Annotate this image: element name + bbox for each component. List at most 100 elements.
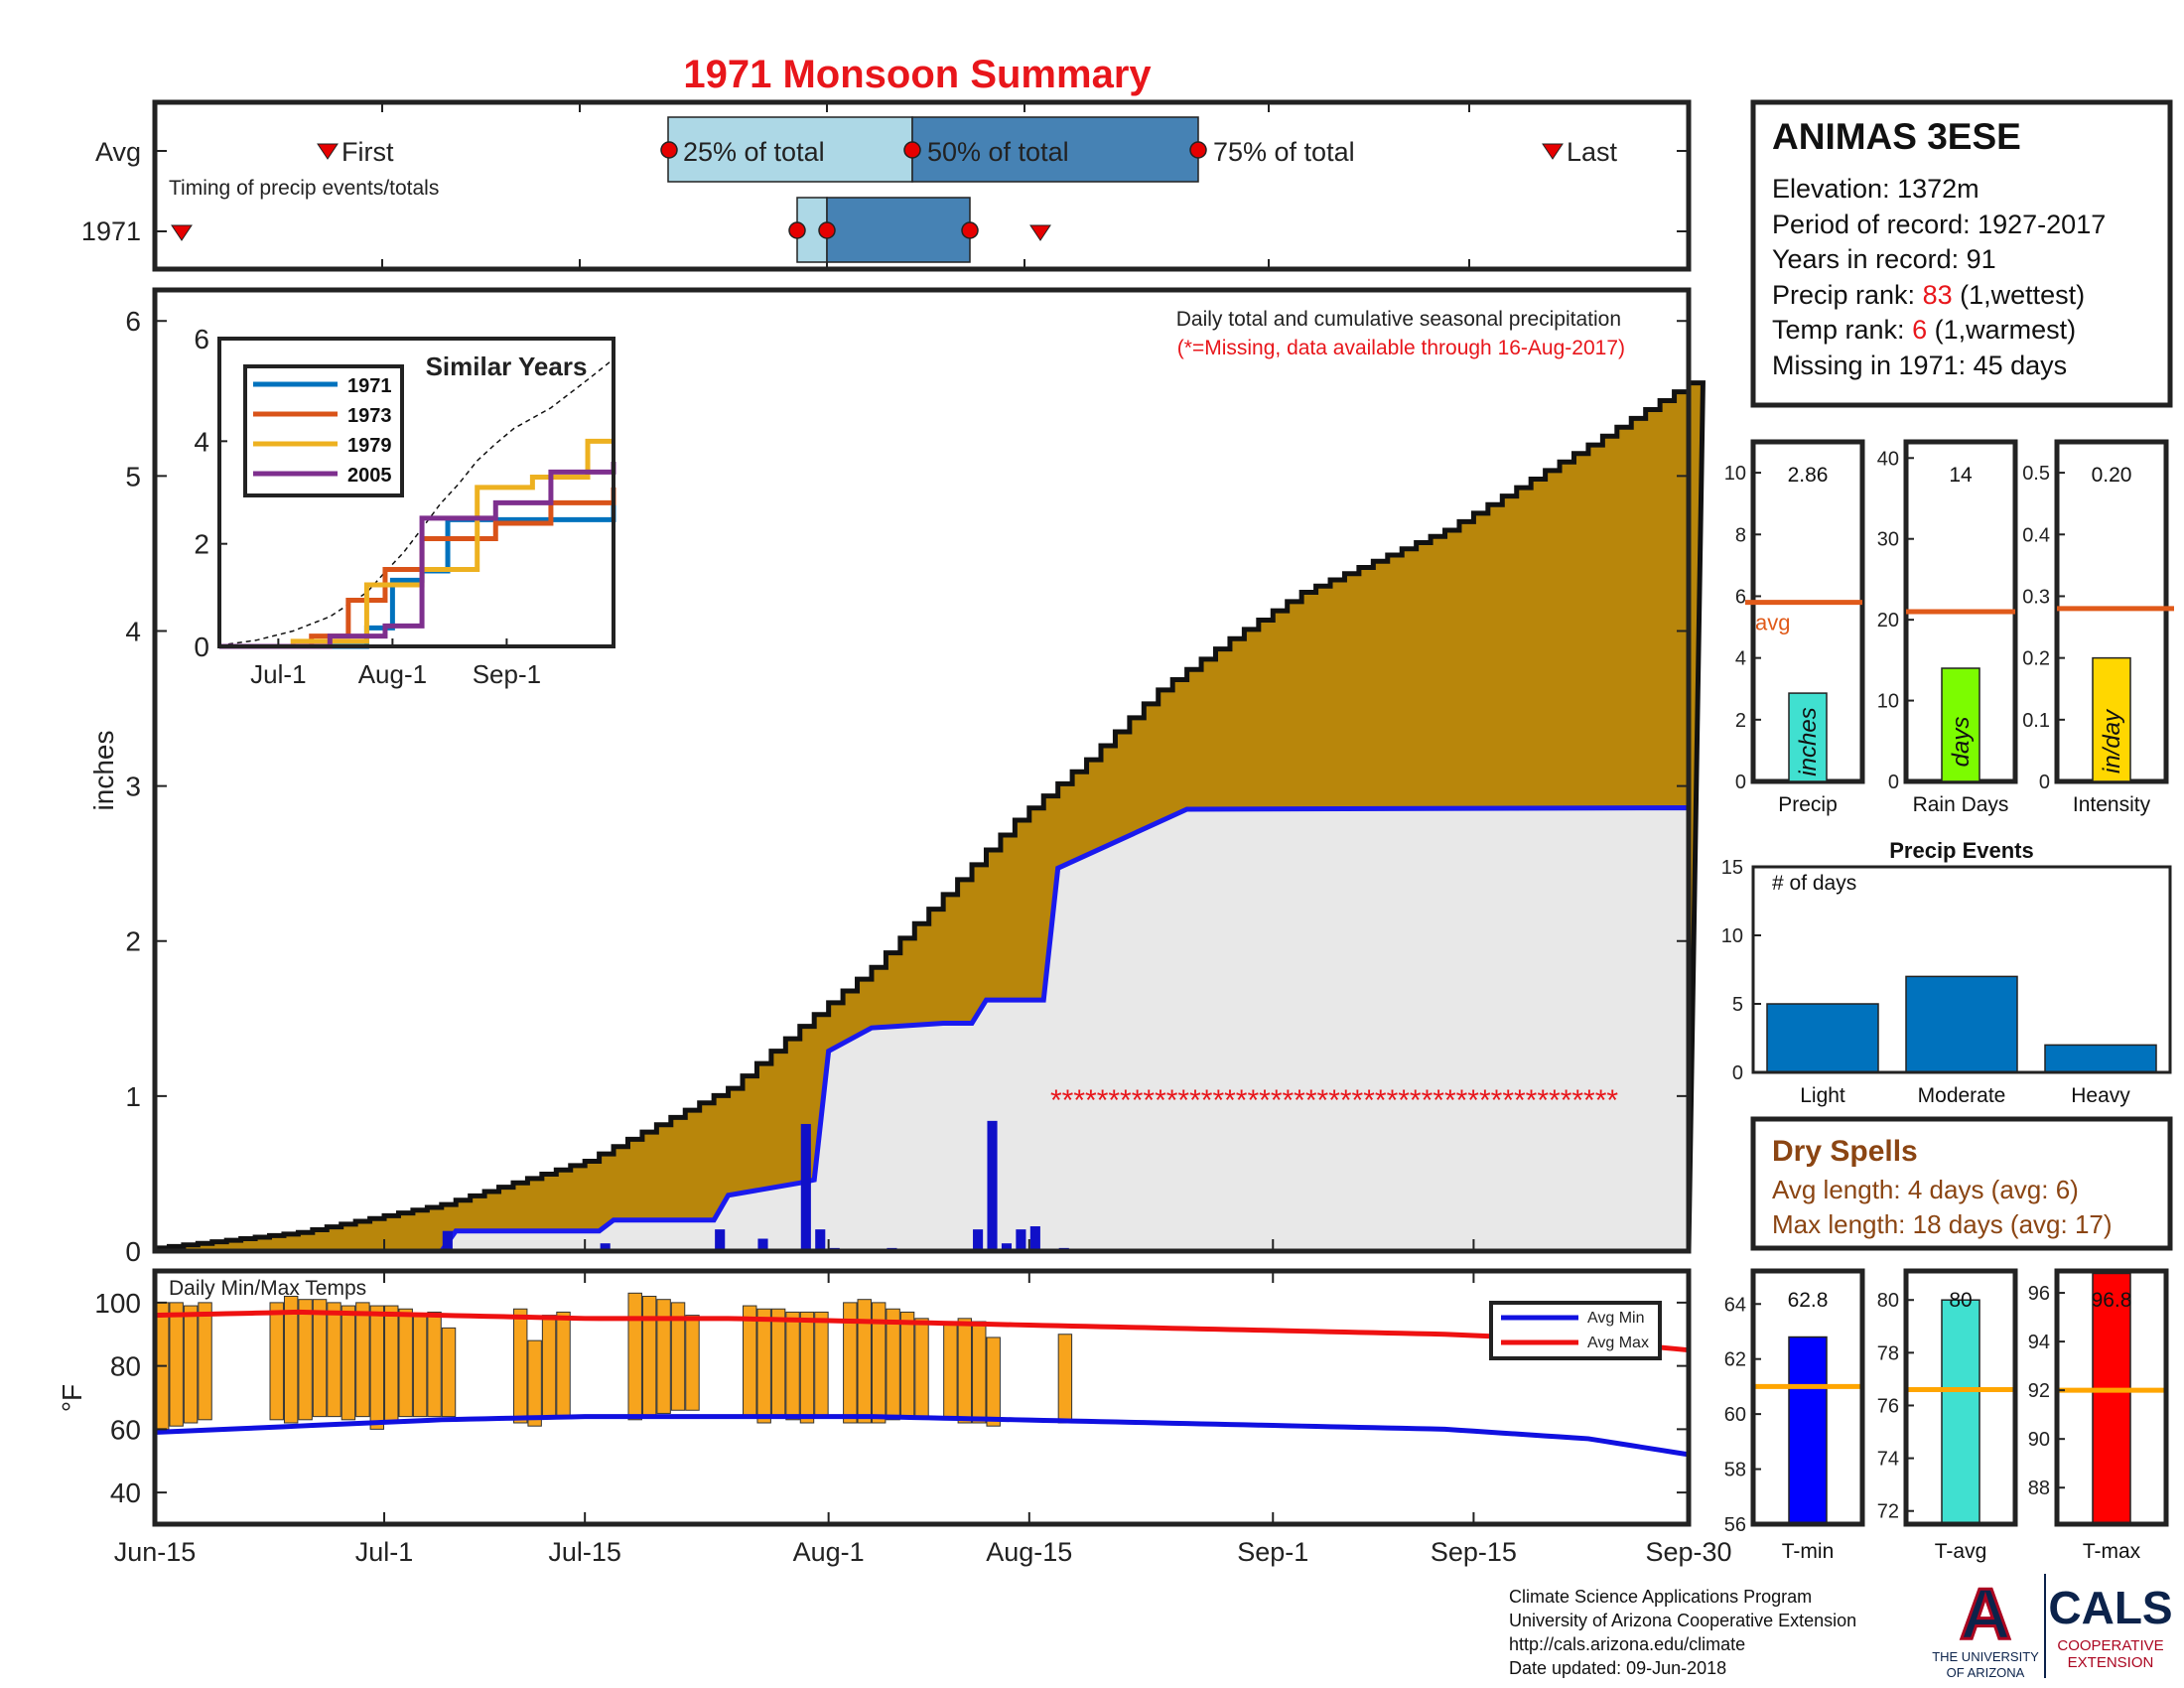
inset-avg-curve	[218, 358, 614, 646]
footer-line-3: http://cals.arizona.edu/climate	[1509, 1634, 1745, 1654]
daily-precip-bar	[987, 1120, 998, 1251]
timing-row-avg: Avg	[95, 137, 141, 167]
temp-y-label: °F	[57, 1384, 87, 1412]
temp-bar	[427, 1311, 442, 1418]
temp-bar	[283, 1296, 299, 1424]
inset-y-axis: 0 2 4 6	[194, 324, 227, 662]
year-last-marker	[1029, 224, 1051, 241]
stat-tick-label: 0.1	[2022, 710, 2050, 732]
temp-bar	[957, 1318, 973, 1424]
temp-bar	[743, 1305, 757, 1418]
events-frame	[1751, 865, 2172, 1074]
temp-bar	[412, 1315, 428, 1418]
daily-precip-bar	[442, 1230, 453, 1251]
y-tick-label: 4	[125, 616, 141, 646]
temp-bar	[556, 1311, 571, 1418]
inset-y-tick-label: 4	[194, 426, 209, 457]
tstat-panel-tmax: 88 90 92 94 96 96.8 T-max	[2028, 1268, 2169, 1563]
tstat-tick-label: 56	[1724, 1514, 1746, 1536]
avg-50-label: 50% of total	[927, 137, 1069, 167]
similar-year-line	[219, 438, 614, 649]
tstat-value: 96.8	[2092, 1289, 2132, 1312]
temp-bar	[527, 1339, 542, 1427]
timing-subtitle: Timing of precip events/totals	[169, 177, 439, 200]
stat-tick-label: 0.4	[2022, 524, 2050, 546]
cals-line-1: COOPERATIVE	[2057, 1637, 2163, 1654]
temp-frame	[152, 1268, 1692, 1527]
temp-bar	[541, 1315, 557, 1418]
temp-bar	[183, 1305, 199, 1424]
dry-frame	[1750, 1116, 2173, 1251]
temp-bar	[1057, 1334, 1073, 1424]
events-y-axis: 0 5 10 15	[1721, 857, 1761, 1084]
station-years: Years in record: 91	[1772, 244, 1996, 274]
inset-x-axis: Jul-1 Aug-1 Sep-1	[250, 638, 541, 689]
precip-note: Daily total and cumulative seasonal prec…	[1176, 308, 1621, 331]
avg-75-marker	[1189, 141, 1207, 159]
station-missing: Missing in 1971: 45 days	[1772, 351, 2067, 380]
temp-bar	[312, 1299, 328, 1418]
temp-y-tick-label: 80	[110, 1351, 141, 1382]
x-tick-label: Aug-1	[793, 1537, 865, 1567]
temp-bar	[327, 1302, 341, 1418]
stat-tick-label: 0	[1888, 772, 1899, 793]
tstat-tick-label: 96	[2028, 1283, 2050, 1305]
stat-tick-label: 6	[1735, 586, 1746, 608]
university-of-arizona-logo: A THE UNIVERSITY OF ARIZONA	[1932, 1574, 2039, 1681]
tstat-tick-label: 88	[2028, 1477, 2050, 1499]
daily-precip-bar	[757, 1238, 768, 1251]
station-frame	[1750, 99, 2173, 408]
precip-chart: ****************************************…	[88, 287, 1706, 1267]
stat-tick-label: 0.5	[2022, 463, 2050, 485]
events-category-label: Heavy	[2071, 1084, 2130, 1107]
temp-y-tick-label: 100	[94, 1288, 141, 1319]
stat-label: Rain Days	[1913, 793, 2009, 816]
avg-max-line	[154, 1309, 1690, 1353]
temp-y-axis: 40 60 80 100	[94, 1288, 1689, 1508]
temp-bar	[398, 1308, 413, 1418]
y-tick-label: 1	[125, 1081, 141, 1112]
y-tick-label: 3	[125, 772, 141, 802]
date-x-axis: Jun-15 Jul-1 Jul-15 Aug-1 Aug-15 Sep-1 Sep-15 S…	[114, 1239, 1732, 1567]
station-info-box: ANIMAS 3ESE Elevation: 1372m Period of r…	[1750, 99, 2173, 408]
avg-50-marker	[903, 141, 921, 159]
daily-precip-bar	[815, 1229, 826, 1251]
avg-min-line	[154, 1414, 1690, 1458]
temp-bar	[198, 1302, 212, 1421]
x-tick-label: Sep-30	[1645, 1537, 1731, 1567]
avg-75-label: 75% of total	[1213, 137, 1355, 167]
avg-first-label: First	[341, 137, 394, 167]
cals-logo: CALS COOPERATIVE EXTENSION	[2048, 1582, 2172, 1671]
avg-q50-box	[911, 116, 1199, 183]
precip-y-axis: 0 1 2 3 4 5 6	[125, 306, 1689, 1267]
temp-y-tick-label: 60	[110, 1414, 141, 1445]
inset-y-tick-label: 2	[194, 529, 209, 560]
inset-y-tick-label: 0	[194, 632, 209, 662]
precip-missing-note: (*=Missing, data available through 16-Au…	[1177, 337, 1625, 359]
tstat-label: T-min	[1782, 1540, 1835, 1563]
stat-tick-label: 20	[1877, 610, 1899, 632]
year-first-marker	[171, 224, 193, 241]
temp-bar	[785, 1311, 800, 1421]
tstat-tick-label: 58	[1724, 1460, 1746, 1481]
stat-tick-label: 10	[1877, 691, 1899, 713]
tstat-tick-label: 60	[1724, 1404, 1746, 1426]
inset-x-tick-label: Aug-1	[358, 659, 427, 689]
y-tick-label: 5	[125, 461, 141, 492]
temp-bar	[341, 1305, 356, 1421]
year-75-marker	[961, 221, 979, 239]
stat-unit-label: inches	[1795, 707, 1822, 775]
avg-25-label: 25% of total	[683, 137, 825, 167]
inset-legend-label: 1979	[347, 435, 392, 457]
ua-line-1: THE UNIVERSITY	[1932, 1649, 2039, 1664]
dry-max-length: Max length: 18 days (avg: 17)	[1772, 1209, 2113, 1239]
stat-value: 0.20	[2092, 464, 2132, 487]
event-bar	[1905, 975, 2018, 1073]
inset-legend-label: 1973	[347, 405, 392, 427]
temp-bar	[871, 1302, 887, 1424]
dry-avg-length: Avg length: 4 days (avg: 6)	[1772, 1175, 2079, 1204]
daily-precip-bar	[1029, 1226, 1040, 1251]
tstat-tick-label: 92	[2028, 1380, 2050, 1402]
stat-frame	[1750, 439, 1865, 784]
